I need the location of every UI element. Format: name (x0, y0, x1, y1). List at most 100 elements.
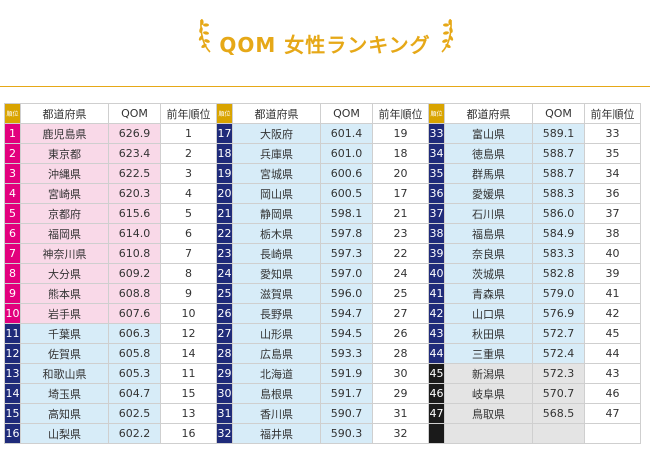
rank-badge: 14 (4, 383, 21, 404)
rank-badge: 41 (428, 283, 445, 304)
prev-rank-cell: 15 (160, 383, 217, 404)
prev-rank-cell: 34 (584, 163, 641, 184)
qom-cell: 601.0 (320, 143, 373, 164)
qom-cell: 600.5 (320, 183, 373, 204)
table-row: 3 沖縄県 622.5 3 19 宮城県 600.6 20 35 群馬県 588.7 34 (4, 163, 641, 184)
qom-cell: 582.8 (532, 263, 585, 284)
qom-cell: 579.0 (532, 283, 585, 304)
prefecture-cell: 岐阜県 (444, 383, 533, 404)
prev-rank-header: 前年順位 (584, 103, 641, 124)
prev-rank-cell: 38 (584, 223, 641, 244)
qom-cell: 568.5 (532, 403, 585, 424)
rank-badge: 7 (4, 243, 21, 264)
prefecture-cell: 熊本県 (20, 283, 109, 304)
table-row: 16 山梨県 602.2 16 32 福井県 590.3 32 (4, 423, 641, 444)
prev-rank-cell: 10 (160, 303, 217, 324)
prev-rank-cell: 24 (372, 263, 429, 284)
qom-cell: 605.8 (108, 343, 161, 364)
prev-rank-cell: 28 (372, 343, 429, 364)
prefecture-cell: 東京都 (20, 143, 109, 164)
prev-rank-cell: 18 (372, 143, 429, 164)
rank-badge (428, 423, 445, 444)
prev-rank-cell: 8 (160, 263, 217, 284)
qom-cell: 604.7 (108, 383, 161, 404)
table-row: 1 鹿児島県 626.9 1 17 大阪府 601.4 19 33 富山県 589.1 33 (4, 123, 641, 144)
rank-badge: 2 (4, 143, 21, 164)
qom-cell: 572.4 (532, 343, 585, 364)
ranking-table: 順位 都道府県 QOM 前年順位 順位 都道府県 QOM 前年順位 順位 都道府… (4, 103, 641, 444)
prev-rank-cell: 32 (372, 423, 429, 444)
prev-rank-cell: 1 (160, 123, 217, 144)
page-header: QOM 女性ランキング (0, 0, 650, 80)
prev-rank-cell: 2 (160, 143, 217, 164)
qom-cell: 588.7 (532, 163, 585, 184)
prev-rank-cell: 25 (372, 283, 429, 304)
prefecture-cell: 沖縄県 (20, 163, 109, 184)
ranking-table-body: 1 鹿児島県 626.9 1 17 大阪府 601.4 19 33 富山県 589.1 33 2 東京都 6… (4, 123, 641, 444)
table-header-row: 順位 都道府県 QOM 前年順位 順位 都道府県 QOM 前年順位 順位 都道府… (4, 103, 641, 124)
rank-badge: 12 (4, 343, 21, 364)
prefecture-cell: 高知県 (20, 403, 109, 424)
rank-badge: 5 (4, 203, 21, 224)
prefecture-cell: 富山県 (444, 123, 533, 144)
qom-cell: 610.8 (108, 243, 161, 264)
qom-cell: 590.3 (320, 423, 373, 444)
prefecture-cell: 岡山県 (232, 183, 321, 204)
rank-badge: 43 (428, 323, 445, 344)
prev-rank-cell: 30 (372, 363, 429, 384)
prev-rank-cell: 16 (160, 423, 217, 444)
rank-badge: 24 (216, 263, 233, 284)
qom-cell: 572.3 (532, 363, 585, 384)
prev-rank-cell: 12 (160, 323, 217, 344)
prev-rank-cell: 6 (160, 223, 217, 244)
prefecture-cell: 長崎県 (232, 243, 321, 264)
rank-badge: 44 (428, 343, 445, 364)
rank-badge: 17 (216, 123, 233, 144)
rank-badge: 31 (216, 403, 233, 424)
rank-badge: 33 (428, 123, 445, 144)
qom-cell: 620.3 (108, 183, 161, 204)
rank-badge: 27 (216, 323, 233, 344)
prev-rank-cell: 47 (584, 403, 641, 424)
prev-rank-cell: 19 (372, 123, 429, 144)
rank-badge: 21 (216, 203, 233, 224)
prefecture-cell: 香川県 (232, 403, 321, 424)
rank-badge: 40 (428, 263, 445, 284)
prefecture-cell: 広島県 (232, 343, 321, 364)
prev-rank-cell: 17 (372, 183, 429, 204)
prev-rank-cell: 46 (584, 383, 641, 404)
rank-badge: 46 (428, 383, 445, 404)
qom-cell: 591.9 (320, 363, 373, 384)
prev-rank-header: 前年順位 (160, 103, 217, 124)
table-row: 13 和歌山県 605.3 11 29 北海道 591.9 30 45 新潟県 572.3 43 (4, 363, 641, 384)
prefecture-header: 都道府県 (444, 103, 533, 124)
qom-cell: 594.7 (320, 303, 373, 324)
table-row: 14 埼玉県 604.7 15 30 島根県 591.7 29 46 岐阜県 570.7 46 (4, 383, 641, 404)
prev-rank-cell: 14 (160, 343, 217, 364)
prefecture-cell: 神奈川県 (20, 243, 109, 264)
prefecture-cell: 徳島県 (444, 143, 533, 164)
qom-cell: 584.9 (532, 223, 585, 244)
qom-cell: 606.3 (108, 323, 161, 344)
table-row: 6 福岡県 614.0 6 22 栃木県 597.8 23 38 福島県 584.9 38 (4, 223, 641, 244)
prefecture-cell: 愛媛県 (444, 183, 533, 204)
table-row: 7 神奈川県 610.8 7 23 長崎県 597.3 22 39 奈良県 583.3 40 (4, 243, 641, 264)
prefecture-cell: 山形県 (232, 323, 321, 344)
qom-cell: 622.5 (108, 163, 161, 184)
qom-cell: 601.4 (320, 123, 373, 144)
prefecture-cell: 栃木県 (232, 223, 321, 244)
prefecture-cell: 兵庫県 (232, 143, 321, 164)
qom-cell: 586.0 (532, 203, 585, 224)
prev-rank-cell: 40 (584, 243, 641, 264)
qom-cell: 602.2 (108, 423, 161, 444)
rank-badge: 35 (428, 163, 445, 184)
rank-badge: 13 (4, 363, 21, 384)
prev-rank-cell: 45 (584, 323, 641, 344)
qom-cell: 600.6 (320, 163, 373, 184)
rank-badge: 42 (428, 303, 445, 324)
qom-cell: 608.8 (108, 283, 161, 304)
rank-header: 順位 (428, 103, 445, 124)
rank-badge: 32 (216, 423, 233, 444)
prev-rank-cell: 43 (584, 363, 641, 384)
prev-rank-cell: 23 (372, 223, 429, 244)
